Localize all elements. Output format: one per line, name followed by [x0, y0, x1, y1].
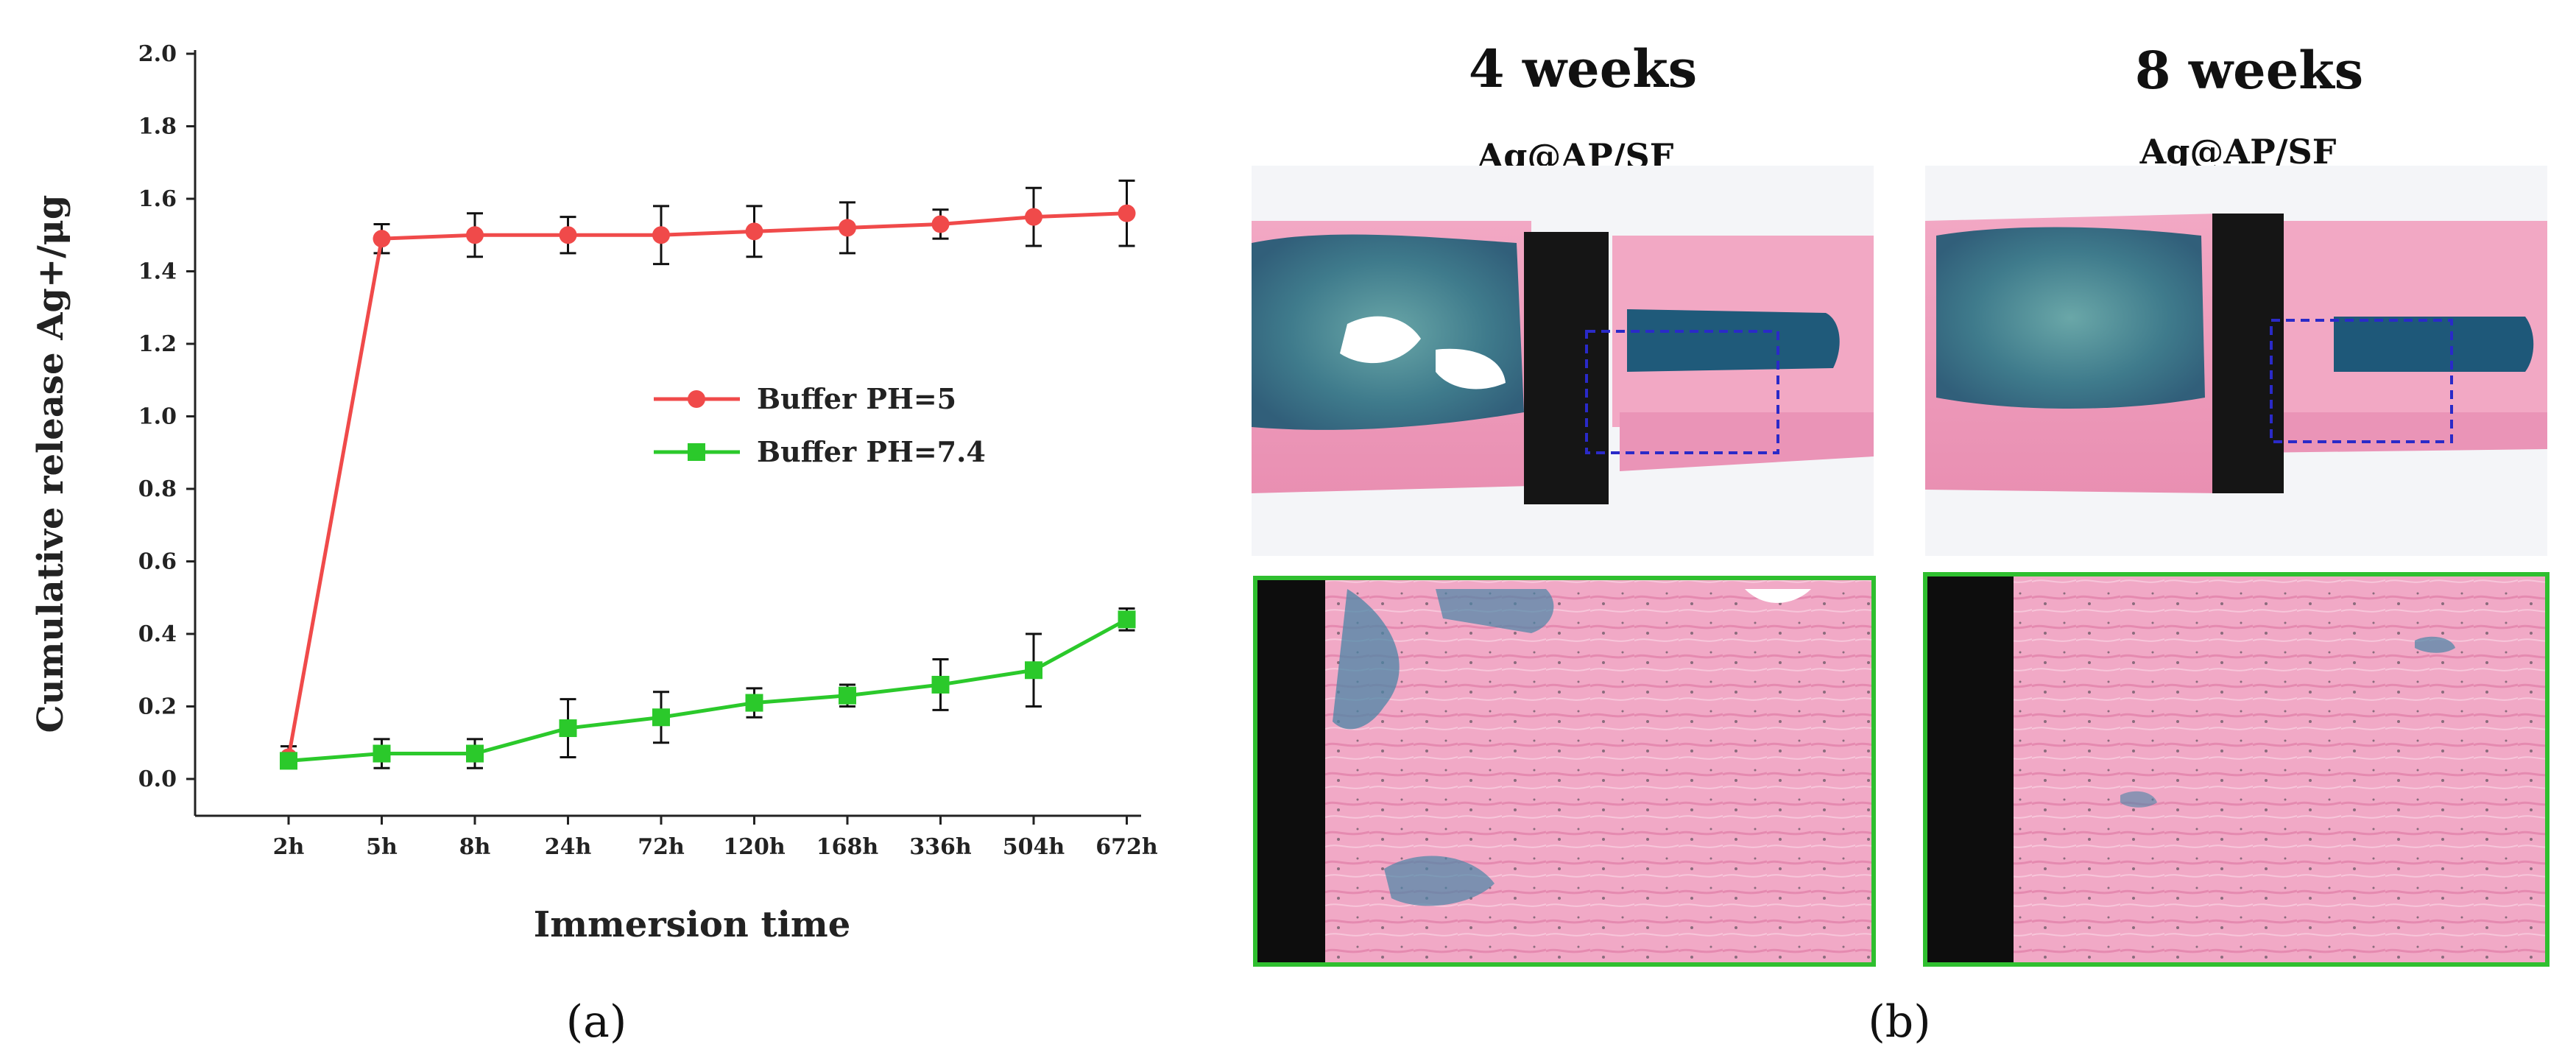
series-ph5 [280, 179, 1136, 769]
y-tick-label: 0.8 [138, 476, 177, 502]
micrograph-4-weeks-magnified [1253, 576, 1876, 967]
data-point [373, 230, 391, 248]
legend-label-ph5: Buffer PH=5 [757, 382, 956, 415]
series-ph74 [280, 607, 1136, 770]
release-chart: Cumulative release Ag+/μg Immersion time… [30, 41, 1158, 1048]
y-tick-label: 1.8 [138, 114, 177, 140]
y-tick-label: 0.2 [138, 694, 177, 720]
x-tick-label: 5h [366, 834, 398, 860]
x-tick-label: 2h [273, 834, 305, 860]
y-axis-title: Cumulative release Ag+/μg [30, 195, 71, 733]
col-title-8-weeks: 8 weeks [2135, 40, 2363, 101]
legend: Buffer PH=5 Buffer PH=7.4 [654, 382, 986, 468]
img-label-8-weeks: Ag@AP/SF [2139, 132, 2337, 172]
data-point [745, 694, 763, 712]
data-point [1025, 208, 1042, 226]
data-point [466, 744, 484, 763]
y-tick-label: 1.4 [138, 259, 177, 285]
x-tick-label: 24h [545, 834, 592, 860]
data-point [1118, 610, 1136, 629]
data-point [373, 744, 391, 763]
y-tick-label: 1.0 [138, 404, 177, 430]
x-tick-label: 504h [1003, 834, 1065, 860]
panel-label-a: (a) [566, 996, 627, 1048]
x-tick-label: 8h [459, 834, 491, 860]
x-tick-label: 168h [816, 834, 879, 860]
y-tick-label: 2.0 [138, 41, 177, 67]
data-point [1118, 204, 1136, 222]
legend-marker-ph5 [688, 390, 705, 408]
col-title-4-weeks: 4 weeks [1469, 38, 1697, 99]
data-point [839, 686, 856, 705]
panel-label-b: (b) [1868, 996, 1930, 1048]
legend-item-ph5: Buffer PH=5 [654, 382, 956, 415]
histology-panel: 4 weeks 8 weeks Ag@AP/SF Ag@AP/SF [1252, 38, 2549, 1048]
data-point [931, 675, 950, 694]
x-tick-label: 336h [909, 834, 972, 860]
series-line [286, 211, 1127, 758]
micrograph-4-weeks-overview [1252, 166, 1874, 556]
legend-item-ph74: Buffer PH=7.4 [654, 435, 986, 468]
data-point [559, 226, 577, 244]
y-tick-label: 1.2 [138, 331, 177, 357]
x-tick-label: 672h [1095, 834, 1158, 860]
micrograph-8-weeks-magnified [1923, 572, 2549, 967]
data-point [652, 226, 670, 244]
data-point [280, 752, 297, 770]
x-axis-title: Immersion time [534, 904, 850, 945]
data-point [1025, 661, 1042, 680]
series-line [288, 618, 1128, 763]
data-point [559, 719, 577, 738]
micrograph-8-weeks-overview [1925, 166, 2547, 556]
legend-label-ph74: Buffer PH=7.4 [757, 435, 986, 468]
x-tick-label: 120h [723, 834, 786, 860]
x-tick-label: 72h [638, 834, 685, 860]
y-tick-label: 0.4 [138, 621, 177, 647]
data-point [745, 222, 763, 241]
y-tick-label: 0.6 [138, 549, 177, 575]
y-ticks: 0.0 0.2 0.4 0.6 0.8 1.0 1.2 1.4 1.6 1.8 2.0 [138, 41, 195, 792]
data-point [652, 708, 670, 727]
y-tick-label: 1.6 [138, 186, 177, 212]
data-point [839, 219, 856, 237]
data-point [466, 226, 484, 244]
x-ticks: 2h 5h 8h 24h 72h 120h 168h 336h 504h 672h [273, 816, 1158, 860]
data-point [931, 215, 950, 233]
series-layer [280, 179, 1136, 770]
y-tick-label: 0.0 [138, 766, 177, 792]
legend-marker-ph74 [688, 443, 705, 461]
